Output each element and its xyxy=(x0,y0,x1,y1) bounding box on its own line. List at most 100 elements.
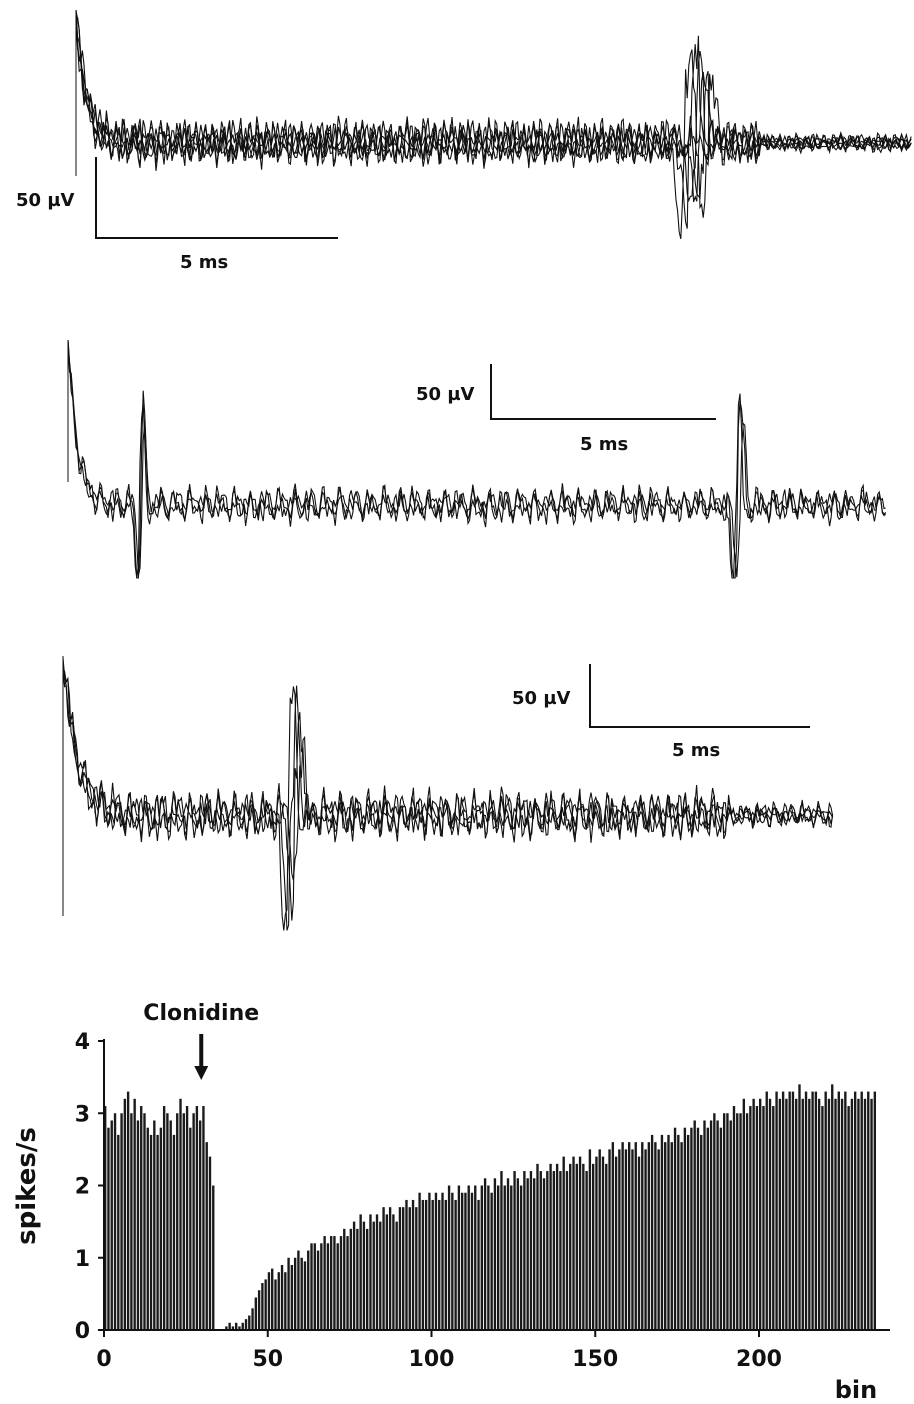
bar xyxy=(837,1091,840,1330)
bar xyxy=(280,1264,284,1330)
bar xyxy=(477,1199,480,1330)
bar xyxy=(326,1243,330,1330)
bar xyxy=(870,1098,873,1330)
bar xyxy=(873,1091,877,1330)
bar xyxy=(474,1185,477,1330)
bar xyxy=(104,1106,107,1330)
bar xyxy=(631,1149,634,1331)
bar xyxy=(677,1134,680,1330)
bar xyxy=(644,1149,647,1331)
bar xyxy=(831,1084,834,1330)
bar xyxy=(320,1243,323,1330)
bar xyxy=(212,1185,215,1330)
bar xyxy=(225,1326,228,1330)
y-tick-label: 1 xyxy=(75,1247,90,1272)
bar xyxy=(850,1098,854,1330)
bar xyxy=(493,1178,497,1330)
bar xyxy=(307,1250,310,1330)
bar xyxy=(673,1127,677,1330)
x-tick-label: 150 xyxy=(572,1347,618,1372)
bar xyxy=(788,1091,791,1330)
bar xyxy=(208,1156,212,1330)
p3-sweeps xyxy=(62,656,834,931)
bar xyxy=(670,1142,673,1330)
bar xyxy=(438,1199,441,1330)
bar xyxy=(235,1322,238,1330)
bar xyxy=(664,1142,667,1330)
bar xyxy=(772,1106,775,1330)
bar xyxy=(143,1113,146,1330)
bar xyxy=(117,1134,120,1330)
bar xyxy=(483,1178,487,1330)
bar xyxy=(680,1142,683,1330)
bar xyxy=(264,1279,267,1330)
bar xyxy=(647,1142,651,1330)
bar xyxy=(686,1134,690,1330)
bar xyxy=(611,1142,615,1330)
bar xyxy=(382,1207,385,1330)
sweep xyxy=(67,339,887,579)
bar xyxy=(480,1185,484,1330)
bar xyxy=(778,1098,782,1330)
bar xyxy=(241,1322,244,1330)
bar xyxy=(598,1149,601,1331)
bar xyxy=(719,1127,723,1330)
bar xyxy=(277,1272,280,1330)
bar xyxy=(536,1163,539,1330)
bar xyxy=(605,1163,608,1330)
sweep xyxy=(67,348,886,578)
bar xyxy=(470,1192,474,1330)
bar xyxy=(467,1185,470,1330)
bar xyxy=(431,1199,434,1330)
bar xyxy=(149,1134,153,1330)
bar xyxy=(238,1326,241,1330)
bar xyxy=(182,1113,185,1330)
bar xyxy=(156,1134,159,1330)
bar xyxy=(271,1268,274,1330)
bar xyxy=(297,1250,300,1330)
bar xyxy=(621,1142,624,1330)
bar xyxy=(316,1250,320,1330)
arrow-head xyxy=(194,1066,209,1080)
x-tick-label: 0 xyxy=(96,1347,111,1372)
bar xyxy=(126,1091,130,1330)
bar xyxy=(343,1228,346,1330)
bar xyxy=(120,1113,123,1330)
trace-panel-3: 50 µV 5 ms xyxy=(62,656,834,931)
bar xyxy=(447,1185,451,1330)
y-tick-label: 2 xyxy=(75,1175,90,1200)
bar xyxy=(572,1156,575,1330)
bar xyxy=(395,1221,398,1331)
bar xyxy=(552,1171,556,1330)
bar xyxy=(198,1120,202,1330)
bar xyxy=(248,1315,251,1330)
bar xyxy=(781,1091,785,1330)
clonidine-annotation: Clonidine xyxy=(143,1001,259,1026)
bar xyxy=(415,1207,418,1330)
bar xyxy=(162,1106,166,1330)
bar xyxy=(284,1272,287,1330)
bar xyxy=(523,1171,526,1330)
bar xyxy=(821,1106,824,1330)
bar xyxy=(457,1185,461,1330)
bar xyxy=(359,1214,362,1330)
bar xyxy=(310,1243,313,1330)
bar xyxy=(857,1098,860,1330)
bar xyxy=(736,1113,739,1330)
bar xyxy=(762,1106,765,1330)
bar xyxy=(808,1098,811,1330)
bar xyxy=(840,1098,844,1330)
bar xyxy=(601,1156,605,1330)
bar xyxy=(159,1127,163,1330)
bar xyxy=(185,1106,189,1330)
bar xyxy=(202,1106,205,1330)
bar xyxy=(542,1178,546,1330)
bar xyxy=(529,1171,533,1330)
bar xyxy=(464,1192,467,1330)
bar xyxy=(791,1091,795,1330)
bar xyxy=(385,1214,389,1330)
bar xyxy=(618,1149,621,1331)
bar xyxy=(755,1106,759,1330)
bar xyxy=(287,1257,290,1330)
sweep xyxy=(75,17,912,218)
